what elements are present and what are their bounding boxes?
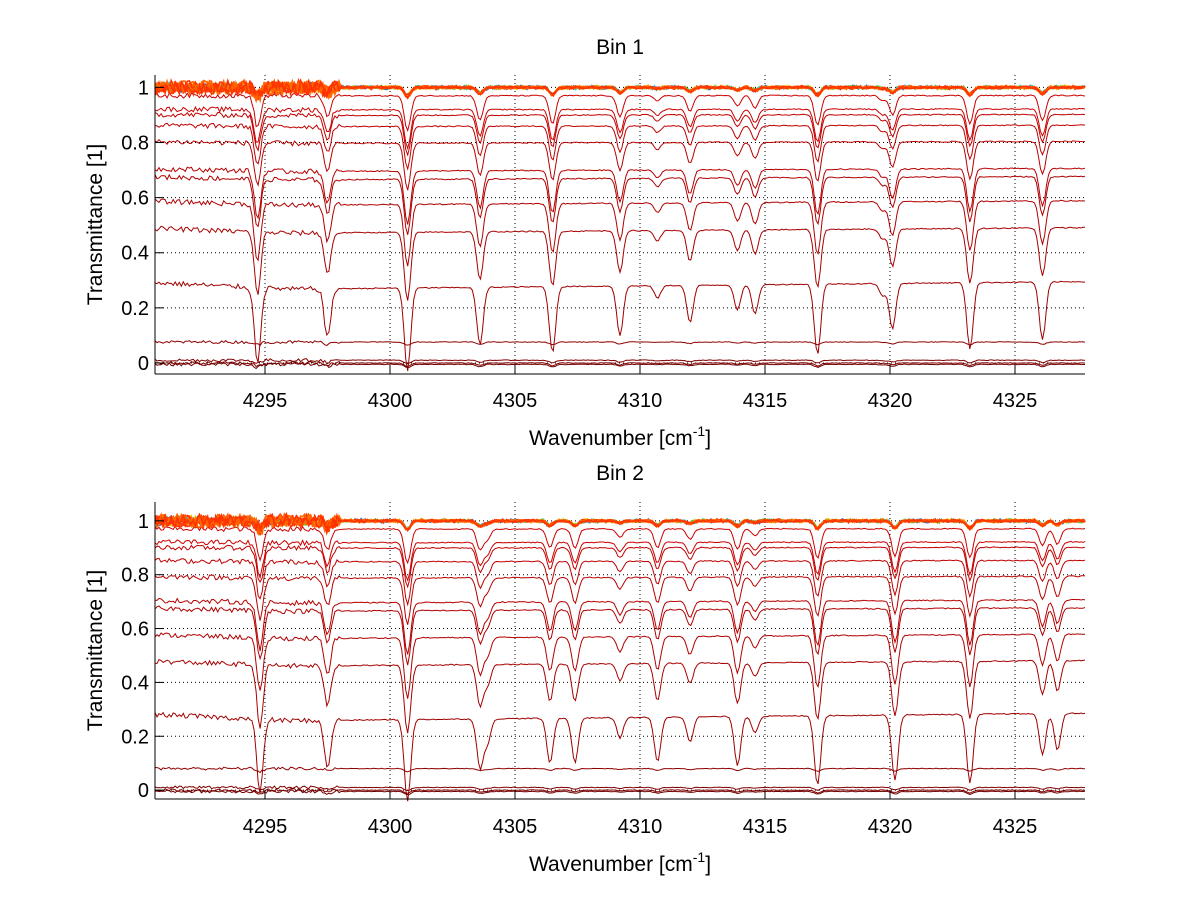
series-line — [154, 711, 1086, 802]
series-line — [154, 111, 1086, 157]
series-line — [154, 766, 1086, 774]
series-line — [154, 544, 1086, 589]
series-line — [154, 105, 1086, 151]
x-axis-label-superscript: -1 — [693, 849, 706, 865]
y-tick-label: 0.4 — [121, 672, 149, 694]
x-axis-label-end: ] — [705, 853, 711, 876]
x-axis-label-text: Wavenumber [cm — [529, 853, 693, 876]
x-axis-label: Wavenumber [cm-1] — [529, 423, 711, 450]
y-axis-label: Transmittance [1] — [84, 144, 107, 305]
series-line — [154, 198, 1086, 267]
y-tick-label: 0 — [138, 780, 149, 802]
series-line — [154, 122, 1086, 171]
series-line — [154, 78, 1086, 99]
series-line — [154, 788, 1086, 794]
x-tick-label: 4315 — [743, 390, 788, 412]
chart-title: Bin 2 — [596, 462, 644, 485]
series-line — [154, 574, 1086, 625]
series-line — [154, 280, 1086, 371]
x-axis-label: Wavenumber [cm-1] — [529, 849, 711, 876]
series-line — [154, 362, 1085, 370]
y-tick-label: 1 — [138, 511, 149, 533]
subplot-bin-2: 4295 4300 4305 4310 4315 4320 4325 0 0.2 0.4 0.6 0.… — [84, 462, 1086, 876]
y-tick-label: 0.6 — [121, 188, 149, 210]
x-tick-label: 4295 — [243, 816, 288, 838]
y-tick-label: 0.2 — [121, 726, 149, 748]
chart-title: Bin 1 — [596, 36, 644, 59]
series-line — [154, 173, 1086, 235]
series-line — [154, 632, 1086, 699]
series-line — [154, 360, 1086, 368]
x-axis-label-superscript: -1 — [693, 423, 706, 439]
series-line — [154, 785, 1086, 792]
series-line — [154, 512, 1086, 536]
series-group — [154, 77, 1086, 371]
series-line — [154, 358, 1085, 365]
y-tick-label: 0.2 — [121, 298, 149, 320]
series-line — [154, 789, 1086, 796]
y-tick-label: 1 — [138, 77, 149, 99]
series-line — [154, 539, 1086, 583]
x-tick-label: 4305 — [493, 816, 538, 838]
x-tick-label: 4295 — [243, 390, 288, 412]
series-group — [154, 511, 1086, 802]
subplot-bin-1: 4295 4300 4305 4310 4315 4320 4325 0 0.2 0.4 0.6 0.… — [84, 36, 1086, 450]
series-line — [154, 511, 1086, 536]
series-line — [154, 658, 1086, 734]
x-tick-label: 4310 — [618, 390, 663, 412]
series-line — [154, 92, 1086, 132]
x-tick-label: 4300 — [368, 390, 413, 412]
y-tick-label: 0 — [138, 353, 149, 375]
x-axis-label-text: Wavenumber [cm — [529, 427, 693, 450]
series-line — [154, 339, 1086, 347]
x-tick-label: 4325 — [993, 816, 1038, 838]
y-tick-label: 0.8 — [121, 565, 149, 587]
series-line — [154, 525, 1086, 565]
y-tick-label: 0.8 — [121, 133, 149, 155]
series-line — [154, 166, 1086, 225]
y-axis-label: Transmittance [1] — [84, 570, 107, 731]
x-tick-label: 4315 — [743, 816, 788, 838]
x-tick-label: 4325 — [993, 390, 1038, 412]
series-line — [154, 225, 1085, 301]
y-tick-label: 0.6 — [121, 619, 149, 641]
grid — [155, 75, 1085, 374]
series-line — [154, 605, 1086, 666]
x-tick-label: 4320 — [868, 390, 913, 412]
series-line — [154, 138, 1086, 191]
x-tick-label: 4310 — [618, 816, 663, 838]
x-tick-label: 4300 — [368, 816, 413, 838]
x-tick-label: 4320 — [868, 816, 913, 838]
y-tick-label: 0.4 — [121, 243, 149, 265]
series-line — [154, 557, 1086, 607]
series-line — [154, 597, 1086, 655]
x-tick-label: 4305 — [493, 390, 538, 412]
x-axis-label-end: ] — [705, 427, 711, 450]
